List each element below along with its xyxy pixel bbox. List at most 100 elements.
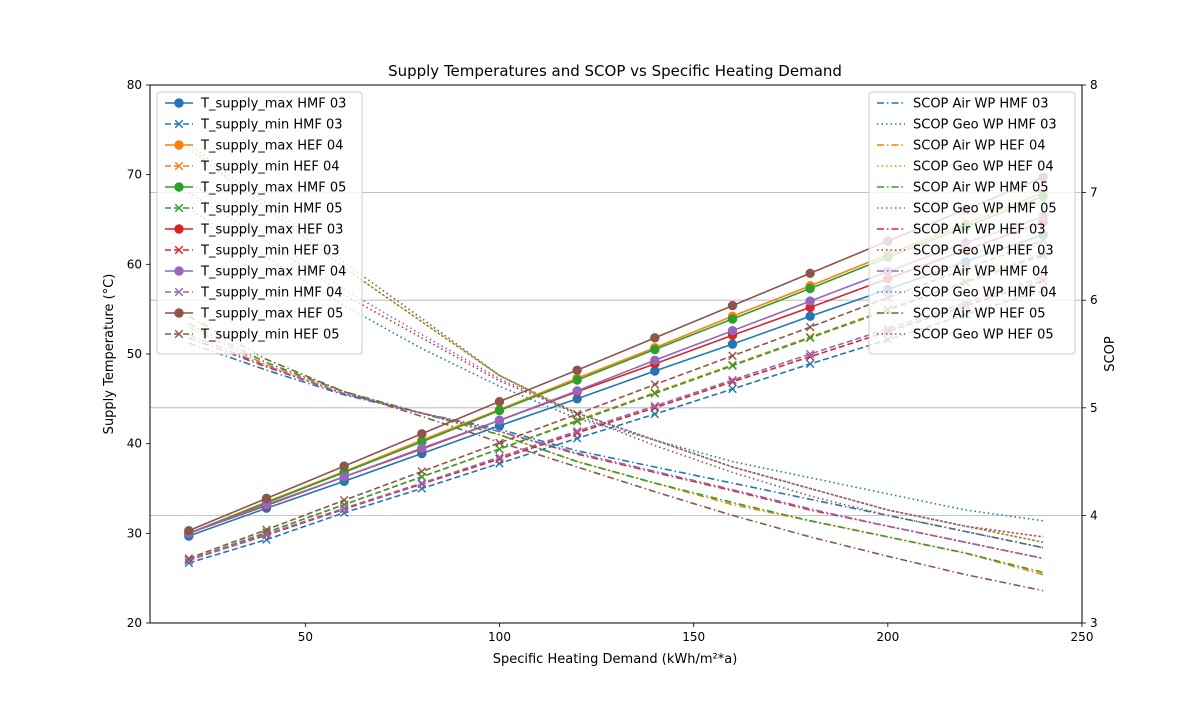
scop-series [188,333,1044,560]
temperature-data-point [650,333,660,343]
x-tick-label: 200 [876,630,899,644]
legend-entry-label: SCOP Geo WP HMF 05 [913,202,1057,217]
legend-box [868,91,1076,355]
temperature-data-point [494,396,505,407]
temperature-data-point [728,377,737,387]
legend-marker [174,98,184,108]
legend-entry-label: SCOP Air WP HEF 04 [913,139,1045,154]
legend-entry-label: T_supply_min HEF 04 [200,160,340,175]
y-right-tick-label: 8 [1090,78,1098,92]
legend-entry-label: T_supply_min HMF 04 [200,286,343,301]
scop-series [188,323,1044,574]
y-left-tick-label: 60 [127,257,142,271]
y-right-tick-label: 7 [1090,186,1098,200]
temperature-data-point [494,415,505,426]
temperature-data-point [650,409,660,419]
temperature-data-point [572,416,582,426]
scop-series [188,342,1044,549]
legend-marker [174,308,184,318]
temperature-data-point [805,296,815,306]
y-left-tick-label: 40 [127,437,142,451]
temperature-data-point [184,554,194,563]
axis-layer: 50 100 150 200 250 20 30 40 50 60 70 80 3 4 5 6 7 8 [127,78,1098,644]
temperature-data-point [728,375,737,385]
temperature-data-point [805,268,815,278]
legend-entry-label: T_supply_min HMF 05 [200,202,343,217]
temperature-data-point [805,349,815,359]
temperature-data-point [728,351,737,361]
x-axis-label: Specific Heating Demand (kWh/m²*a) [493,652,738,667]
y-left-tick-label: 80 [127,78,142,92]
legend-right: SCOP Air WP HMF 03 SCOP Geo WP HMF 03 SCOP… [868,91,1076,355]
temperature-data-point [184,525,194,536]
x-tick-label: 50 [298,630,313,644]
legend-marker [174,140,184,150]
temperature-data-point [339,503,349,513]
scop-series-line [188,333,1044,560]
temperature-data-point [572,386,582,396]
x-tick-label: 250 [1071,630,1094,644]
legend-entry-label: SCOP Geo WP HEF 04 [913,160,1054,175]
temperature-data-point [494,405,505,416]
legend-entry-label: T_supply_max HEF 05 [200,307,343,322]
temperature-data-point [339,461,349,471]
legend-entry-label: T_supply_max HMF 03 [200,97,346,112]
legend-entry-label: SCOP Air WP HMF 03 [913,97,1048,112]
legend-entry-label: T_supply_min HMF 03 [200,118,343,133]
legend-marker [174,161,184,171]
legend-marker [174,224,184,234]
temperature-data-point [805,359,815,369]
chart-title: Supply Temperatures and SCOP vs Specific… [388,62,842,80]
legend-marker [174,287,184,297]
legend-entry-label: SCOP Geo WP HEF 05 [913,328,1054,343]
temperature-data-point [417,467,427,476]
temperature-data-point [650,403,660,413]
legend-entry-label: T_supply_max HMF 04 [200,265,346,280]
legend-entry-label: SCOP Air WP HMF 04 [913,265,1048,280]
legend-marker [174,266,184,276]
temperature-data-point [727,300,738,311]
legend-box [156,91,363,355]
y-right-tick-label: 4 [1090,508,1098,522]
y-axis-right-label: SCOP [1103,336,1118,372]
temperature-data-point [339,495,349,505]
scop-series-line [188,337,1044,560]
temperature-data-point [495,438,504,448]
temperature-data-point [650,355,660,365]
scop-series [188,337,1044,560]
legend-marker [174,245,184,255]
legend-entry-label: T_supply_max HMF 05 [200,181,346,196]
temperature-data-point [495,452,504,462]
temperature-data-point [417,478,427,488]
y-left-tick-label: 30 [127,526,142,540]
temperature-data-point [728,361,737,370]
legend-entry-label: SCOP Air WP HMF 05 [913,181,1048,196]
legend-entry-label: T_supply_max HEF 03 [200,223,343,238]
y-left-tick-label: 50 [127,347,142,361]
y-left-tick-label: 70 [127,168,142,182]
legend-marker [174,182,184,192]
temperature-data-point [727,314,738,324]
temperature-data-point [572,365,582,375]
x-tick-label: 150 [682,630,705,644]
legend-entry-label: SCOP Air WP HEF 05 [913,307,1045,322]
legend-entry-label: SCOP Geo WP HEF 03 [913,244,1054,259]
temperature-data-point [572,428,582,438]
legend-entry-label: SCOP Geo WP HMF 04 [913,286,1057,301]
temperature-data-point [339,472,349,482]
temperature-data-point [650,401,660,411]
legend-entry-label: T_supply_min HEF 05 [200,328,340,343]
scop-series [188,143,1044,549]
y-left-tick-label: 20 [127,616,142,630]
temperature-data-point [650,380,660,389]
temperature-data-point [805,333,815,343]
temperature-data-point [650,344,660,355]
y-right-tick-label: 6 [1090,293,1098,307]
scop-series [188,315,1044,592]
temperature-data-point [805,322,815,332]
legend-entry-label: T_supply_max HEF 04 [200,139,343,154]
temperature-data-point [650,389,660,398]
y-right-tick-label: 3 [1090,616,1098,630]
